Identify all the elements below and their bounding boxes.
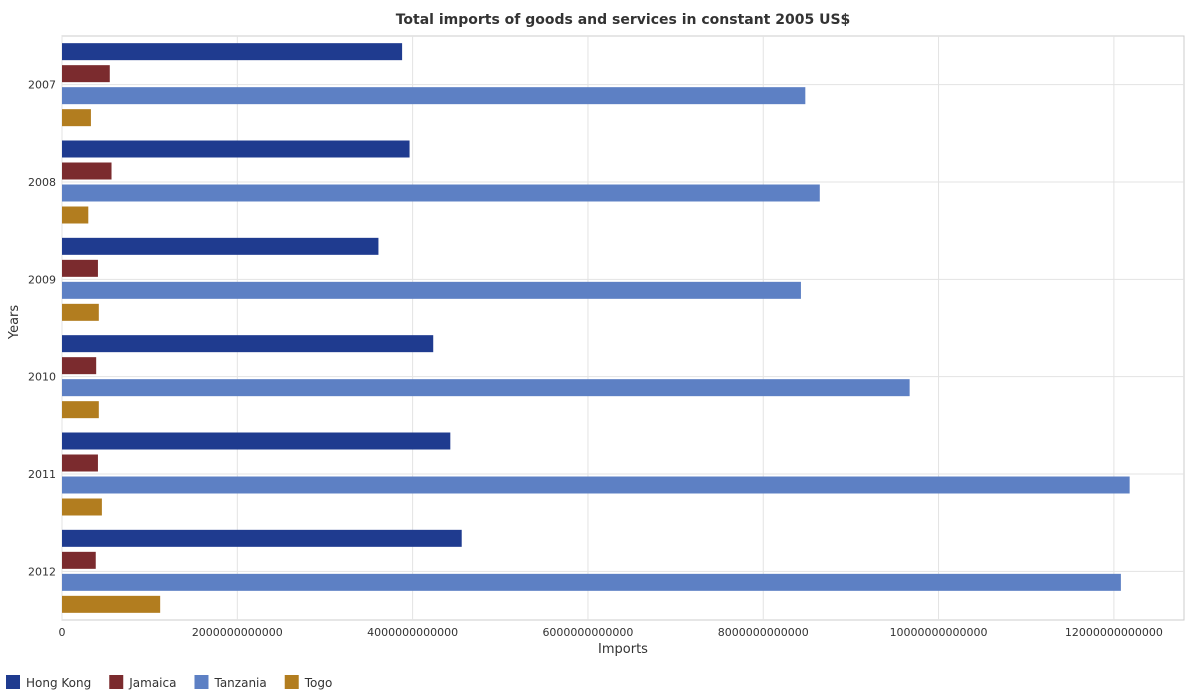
bar xyxy=(62,87,806,105)
legend-label: Tanzania xyxy=(213,676,266,690)
x-tick-label: 0 xyxy=(59,626,66,639)
y-tick-label: 2009 xyxy=(28,273,56,286)
legend-swatch xyxy=(284,675,299,689)
bar xyxy=(62,454,98,472)
chart-title: Total imports of goods and services in c… xyxy=(396,12,851,28)
legend: Hong Kong Jamaica Tanzania Togo xyxy=(6,675,332,690)
bar xyxy=(62,551,96,569)
x-tick-label: 12000000000000 xyxy=(1065,626,1163,639)
bar xyxy=(62,401,99,419)
bar xyxy=(62,162,112,180)
y-tick-labels: 2007 2008 2009 2010 2011 2012 xyxy=(28,79,56,579)
y-axis-label: Years xyxy=(7,305,22,341)
legend-swatch xyxy=(109,675,124,689)
bar xyxy=(62,43,403,61)
bar xyxy=(62,335,434,353)
bar xyxy=(62,595,161,613)
y-tick-label: 2012 xyxy=(28,565,56,578)
legend-swatch xyxy=(194,675,209,689)
bar xyxy=(62,357,97,375)
plot-frame xyxy=(61,35,1185,621)
bar xyxy=(62,529,462,547)
legend-label: Hong Kong xyxy=(26,676,91,690)
bar xyxy=(62,65,110,83)
bar xyxy=(62,259,98,277)
legend-label: Togo xyxy=(304,676,333,690)
gridlines xyxy=(61,36,1184,620)
y-tick-label: 2011 xyxy=(28,468,56,481)
bars xyxy=(62,43,1130,613)
y-tick-label: 2007 xyxy=(28,79,56,92)
x-tick-label: 8000000000000 xyxy=(718,626,809,639)
legend-label: Jamaica xyxy=(128,676,176,690)
x-tick-label: 6000000000000 xyxy=(542,626,633,639)
x-tick-label: 2000000000000 xyxy=(192,626,283,639)
bar xyxy=(62,206,89,224)
bar xyxy=(62,498,102,516)
legend-swatch xyxy=(6,675,20,689)
x-axis-label: Imports xyxy=(598,642,648,657)
bar xyxy=(62,379,910,397)
x-tick-labels: 0 2000000000000 4000000000000 6000000000000… xyxy=(59,626,1163,639)
bar xyxy=(62,432,451,450)
bar xyxy=(62,303,99,321)
x-tick-label: 10000000000000 xyxy=(890,626,988,639)
plot-area xyxy=(61,35,1185,621)
bar xyxy=(62,476,1130,494)
x-tick-label: 4000000000000 xyxy=(367,626,458,639)
y-tick-label: 2010 xyxy=(28,371,56,384)
y-tick-label: 2008 xyxy=(28,176,56,189)
bar xyxy=(62,573,1121,591)
bar xyxy=(62,140,410,158)
bar xyxy=(62,237,379,255)
bar xyxy=(62,109,91,127)
bar xyxy=(62,281,801,299)
bar xyxy=(62,184,820,202)
